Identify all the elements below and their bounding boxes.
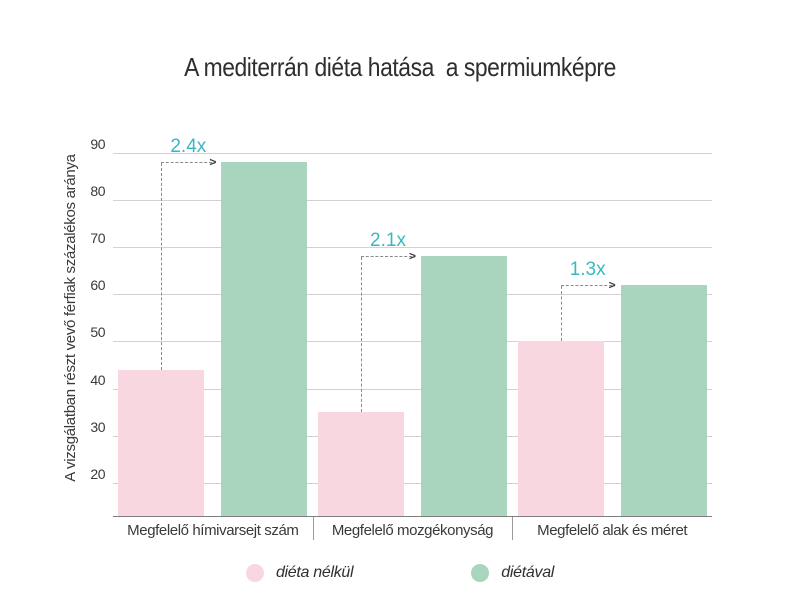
bar-pink-1	[118, 369, 205, 516]
y-tick-70: 70	[90, 229, 105, 246]
annotation-arrowhead-icon-3: >	[608, 277, 616, 292]
x-axis-line	[113, 516, 712, 517]
gridline-20	[113, 482, 712, 484]
y-tick-30: 30	[90, 418, 105, 435]
y-tick-60: 60	[90, 277, 105, 294]
annotation-hline-2	[361, 256, 412, 258]
legend-swatch-green-icon	[471, 564, 490, 582]
legend: diéta nélkül diétával	[0, 558, 800, 588]
gridline-70	[113, 246, 712, 248]
category-label-1: Megfelelő hímivarsejt szám	[127, 522, 299, 539]
bar-green-2	[421, 256, 507, 516]
y-tick-20: 20	[90, 465, 105, 482]
legend-item-with-diet: diétával	[471, 564, 554, 582]
y-tick-50: 50	[90, 324, 105, 341]
gridline-50	[113, 341, 712, 343]
annotation-multiplier-2: 2.1x	[370, 230, 406, 252]
legend-label-no-diet: diéta nélkül	[275, 564, 354, 581]
category-label-2: Megfelelő mozgékonyság	[331, 522, 494, 539]
annotation-vline-2	[361, 257, 362, 413]
y-tick-80: 80	[90, 182, 105, 199]
legend-item-no-diet: diéta nélkül	[245, 564, 354, 582]
y-tick-90: 90	[90, 135, 105, 152]
gridline-90	[113, 152, 712, 154]
annotation-multiplier-3: 1.3x	[569, 258, 606, 280]
gridline-80	[113, 199, 712, 201]
annotation-multiplier-1: 2.4x	[170, 136, 207, 157]
gridline-60	[113, 294, 712, 296]
gridline-30	[113, 435, 712, 437]
annotation-hline-3	[560, 284, 612, 286]
annotation-arrowhead-icon-2: >	[409, 249, 417, 264]
annotation-vline-1	[161, 163, 163, 370]
bar-green-1	[221, 162, 308, 516]
y-tick-40: 40	[90, 371, 105, 388]
bar-green-3	[620, 284, 707, 516]
bar-pink-3	[517, 341, 604, 516]
legend-label-with-diet: diétával	[501, 564, 555, 581]
annotation-hline-1	[161, 162, 213, 163]
category-separator-2	[512, 516, 514, 540]
annotation-vline-3	[560, 285, 562, 342]
legend-swatch-pink-icon	[245, 564, 264, 582]
annotation-arrowhead-icon-1: >	[209, 155, 217, 169]
category-separator-1	[312, 516, 314, 540]
category-label-3: Megfelelő alak és méret	[537, 522, 688, 539]
chart-title: A mediterrán diéta hatása a spermiumképr…	[184, 52, 616, 82]
bar-pink-2	[318, 412, 404, 516]
gridline-40	[113, 388, 712, 390]
